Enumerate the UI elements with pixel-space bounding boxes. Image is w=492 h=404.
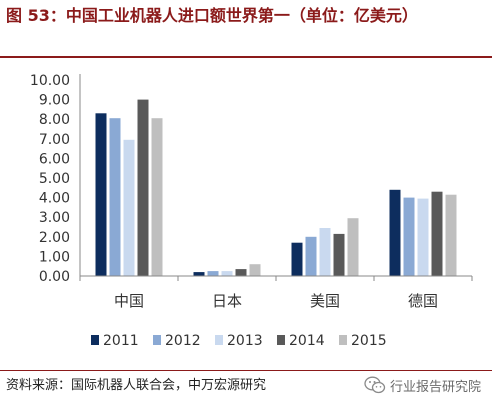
y-tick-label: 1.00	[39, 249, 70, 265]
wechat-icon	[364, 376, 386, 394]
title-divider	[0, 56, 492, 58]
bar-2013-3	[417, 198, 429, 276]
bar-2011-0	[95, 113, 107, 276]
legend-label-2013: 2013	[227, 333, 263, 349]
bar-2014-2	[333, 233, 345, 276]
bar-2011-2	[291, 242, 303, 276]
chart-title: 图 53：中国工业机器人进口额世界第一（单位：亿美元）	[6, 6, 418, 25]
y-tick-label: 0.00	[39, 269, 70, 285]
y-tick-label: 6.00	[39, 151, 70, 167]
legend-label-2014: 2014	[289, 333, 325, 349]
legend: 2011 2012 2013 2014 2015	[91, 333, 387, 349]
y-tick-label: 10.00	[30, 73, 70, 89]
legend-swatch-2013	[215, 335, 223, 345]
bar-2014-3	[431, 191, 443, 276]
legend-swatch-2015	[339, 335, 347, 345]
bar-2012-3	[403, 197, 415, 276]
y-tick-label: 4.00	[39, 191, 70, 207]
legend-label-2015: 2015	[351, 333, 387, 349]
axes	[79, 74, 473, 281]
watermark: 行业报告研究院	[364, 372, 481, 398]
source-divider	[0, 370, 492, 371]
y-tick-label: 3.00	[39, 210, 70, 226]
y-tick-label: 8.00	[39, 112, 70, 128]
bar-2012-1	[207, 271, 219, 276]
y-tick-label: 9.00	[39, 93, 70, 109]
bar-2013-2	[319, 228, 331, 276]
y-tick-label: 5.00	[39, 171, 70, 187]
bar-2014-1	[235, 269, 247, 276]
bar-chart: 0.00 1.00 2.00 3.00 4.00 5.00 6.00 7.00 8.00 9.00…	[30, 73, 473, 349]
bar-2011-1	[193, 272, 205, 276]
source-note: 资料来源：国际机器人联合会，中万宏源研究	[6, 378, 267, 393]
x-category-label: 美国	[310, 292, 340, 310]
bar-2012-0	[109, 118, 121, 276]
bar-2015-2	[347, 218, 359, 276]
bar-2011-3	[389, 189, 401, 276]
legend-swatch-2011	[91, 335, 99, 345]
x-category-label: 德国	[408, 292, 438, 310]
legend-swatch-2012	[153, 335, 161, 345]
y-tick-label: 2.00	[39, 230, 70, 246]
bar-2013-1	[221, 271, 233, 276]
bar-2012-2	[305, 236, 317, 276]
y-axis-ticks: 0.00 1.00 2.00 3.00 4.00 5.00 6.00 7.00 8.00 9.00…	[30, 73, 70, 285]
x-category-label: 中国	[114, 292, 144, 310]
watermark-text: 行业报告研究院	[390, 379, 482, 395]
legend-label-2011: 2011	[103, 333, 139, 349]
x-category-label: 日本	[212, 292, 242, 310]
x-axis-labels: 中国 日本 美国 德国	[114, 292, 438, 310]
bar-2015-3	[445, 194, 457, 276]
bar-2015-1	[249, 264, 261, 276]
bars	[95, 99, 457, 276]
bar-2013-0	[123, 139, 135, 276]
bar-2015-0	[151, 118, 163, 276]
bar-2014-0	[137, 99, 149, 276]
legend-swatch-2014	[277, 335, 285, 345]
y-tick-label: 7.00	[39, 132, 70, 148]
legend-label-2012: 2012	[165, 333, 201, 349]
